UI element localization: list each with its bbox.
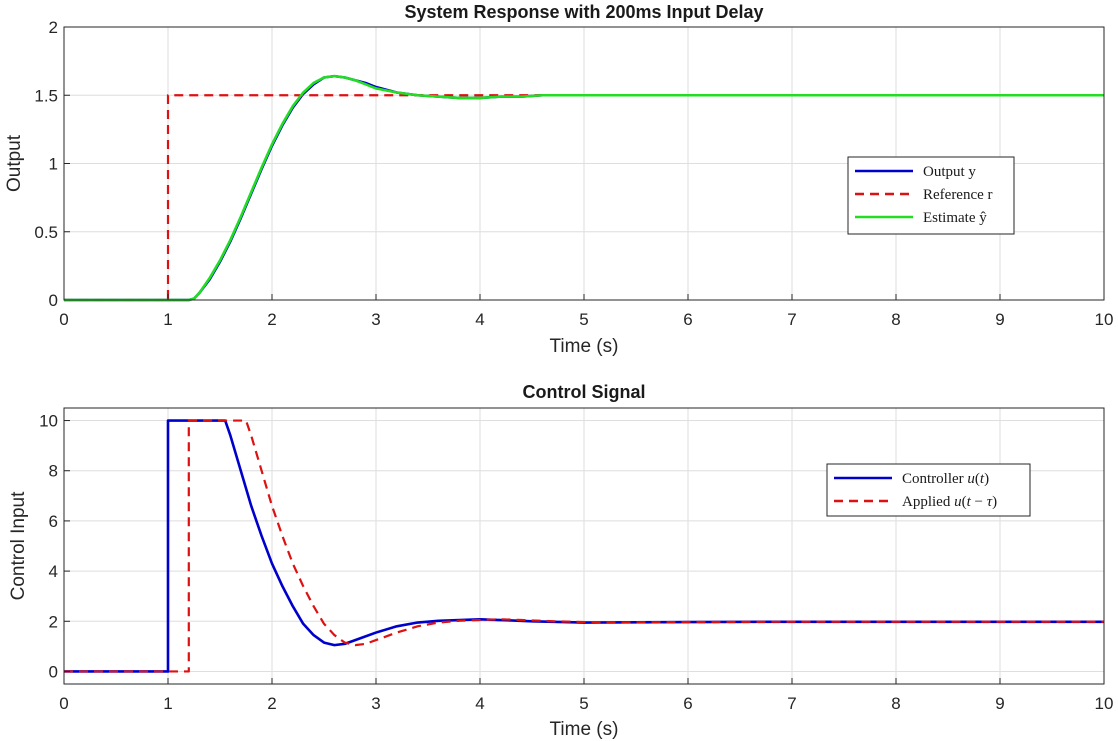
x-tick-label: 2 [267, 694, 276, 713]
response-legend: Output y Reference r Estimate ŷ [847, 156, 1015, 235]
control-series [64, 419, 1104, 673]
x-tick-label: 7 [787, 310, 796, 329]
y-tick-label: 0.5 [34, 223, 58, 242]
x-tick-label: 5 [579, 310, 588, 329]
x-tick-label: 2 [267, 310, 276, 329]
x-tick-label: 6 [683, 694, 692, 713]
x-tick-label: 4 [475, 310, 484, 329]
y-tick-label: 1.5 [34, 86, 58, 105]
x-tick-label: 10 [1095, 310, 1114, 329]
x-tick-label: 9 [995, 310, 1004, 329]
x-tick-label: 10 [1095, 694, 1114, 713]
x-tick-label: 0 [59, 310, 68, 329]
legend-entry-label: Applied u(t − τ) [902, 494, 997, 510]
legend-box [826, 463, 1031, 517]
y-tick-label: 10 [39, 412, 58, 431]
response-y-ticks: 0 0.5 1 1.5 2 [34, 18, 70, 310]
series-line-estimate [64, 74, 1104, 302]
legend-entry-label: Estimate ŷ [923, 210, 987, 226]
response-x-label: Time (s) [550, 336, 619, 357]
control-legend: Controller u(t) Applied u(t − τ) [826, 463, 1031, 517]
y-tick-label: 0 [49, 291, 58, 310]
control-grid [63, 408, 1105, 684]
y-tick-label: 4 [49, 562, 58, 581]
x-tick-label: 1 [163, 694, 172, 713]
x-tick-label: 9 [995, 694, 1004, 713]
control-title: Control Signal [523, 382, 646, 402]
x-tick-label: 7 [787, 694, 796, 713]
x-tick-label: 5 [579, 694, 588, 713]
x-tick-label: 1 [163, 310, 172, 329]
legend-entry-label: Controller u(t) [902, 471, 989, 487]
legend-entry-label: Reference r [923, 187, 993, 203]
response-panel: 0 1 2 3 4 5 6 7 8 9 10 0 0.5 1 1.5 2 System Response w… [4, 2, 1113, 357]
control-y-label: Control Input [8, 491, 29, 601]
y-tick-label: 1 [49, 155, 58, 174]
series-line-applied-u-t [64, 419, 1104, 673]
x-tick-label: 4 [475, 694, 484, 713]
legend-entry-label: Output y [923, 164, 976, 180]
y-tick-label: 2 [49, 612, 58, 631]
x-tick-label: 3 [371, 694, 380, 713]
control-panel: 0 1 2 3 4 5 6 7 8 9 10 0 2 4 6 8 10 Control Signal Time… [8, 382, 1113, 740]
x-tick-label: 0 [59, 694, 68, 713]
x-tick-label: 3 [371, 310, 380, 329]
y-tick-label: 2 [49, 18, 58, 37]
x-tick-label: 8 [891, 310, 900, 329]
response-title: System Response with 200ms Input Delay [404, 2, 763, 22]
legend-box [847, 156, 1015, 235]
control-y-ticks: 0 2 4 6 8 10 [39, 412, 70, 681]
response-y-label: Output [4, 134, 25, 192]
y-tick-label: 6 [49, 512, 58, 531]
response-x-ticks: 0 1 2 3 4 5 6 7 8 9 10 [59, 294, 1113, 329]
control-x-ticks: 0 1 2 3 4 5 6 7 8 9 10 [59, 678, 1113, 713]
control-x-label: Time (s) [550, 719, 619, 740]
x-tick-label: 6 [683, 310, 692, 329]
x-tick-label: 8 [891, 694, 900, 713]
y-tick-label: 0 [49, 662, 58, 681]
y-tick-label: 8 [49, 462, 58, 481]
